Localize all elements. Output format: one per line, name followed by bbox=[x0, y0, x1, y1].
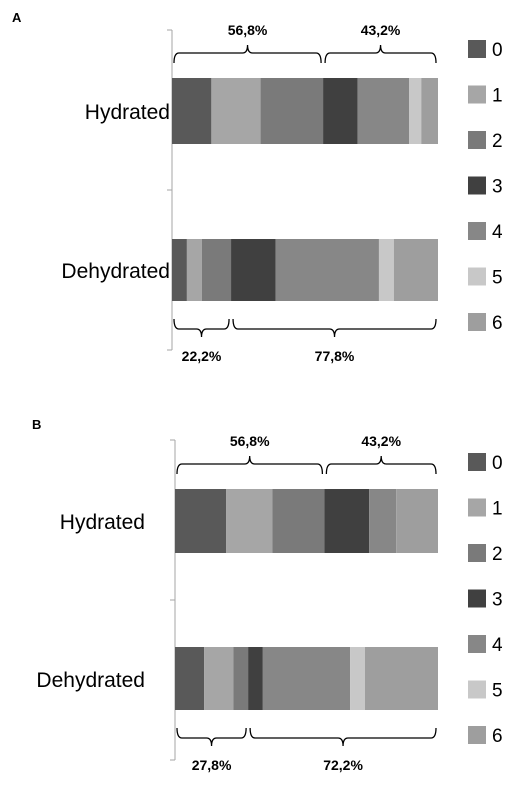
percent-annotation: 43,2% bbox=[361, 22, 401, 38]
legend-swatch bbox=[468, 40, 486, 58]
bar-segment-4 bbox=[262, 647, 351, 710]
legend-entry: 2 bbox=[492, 544, 503, 565]
legend-entry: 0 bbox=[492, 453, 503, 474]
legend-swatch bbox=[468, 313, 486, 331]
legend-swatch bbox=[468, 498, 486, 517]
legend-swatch bbox=[468, 589, 486, 608]
legend-swatch bbox=[468, 680, 486, 699]
legend-entry: 4 bbox=[492, 635, 503, 656]
legend-entry: 1 bbox=[492, 86, 503, 107]
legend-entry: 6 bbox=[492, 313, 503, 334]
legend-entry: 1 bbox=[492, 499, 503, 520]
bar-segment-5 bbox=[409, 78, 422, 144]
bar-segment-1 bbox=[226, 489, 273, 553]
brace bbox=[176, 727, 247, 747]
bar-segment-2 bbox=[233, 647, 249, 710]
percent-annotation: 72,2% bbox=[323, 757, 363, 773]
brace bbox=[232, 318, 437, 338]
brace bbox=[173, 318, 230, 338]
bar-segment-2 bbox=[260, 78, 324, 144]
bar-segment-0 bbox=[172, 78, 212, 144]
bar-segment-1 bbox=[204, 647, 234, 710]
legend-swatch bbox=[468, 131, 486, 149]
panel-b: B Hydrated Dehydrated 56,8% 43,2% 27,8% 72,2% 0… bbox=[32, 417, 503, 773]
bar-segment-6 bbox=[393, 239, 438, 301]
panel-label: B bbox=[32, 417, 41, 432]
brace bbox=[324, 44, 437, 64]
bar-segment-3 bbox=[323, 78, 358, 144]
legend-swatch bbox=[468, 85, 486, 104]
bar-segment-2 bbox=[272, 489, 325, 553]
bar-segment-0 bbox=[175, 647, 205, 710]
bar-segment-6 bbox=[364, 647, 438, 710]
legend-entry: 3 bbox=[492, 590, 503, 611]
percent-annotation: 56,8% bbox=[228, 22, 268, 38]
legend-entry: 0 bbox=[492, 40, 503, 61]
bar-segment-5 bbox=[378, 239, 394, 301]
legend-swatch bbox=[468, 726, 486, 744]
legend-entry: 2 bbox=[492, 131, 503, 152]
percent-annotation: 43,2% bbox=[361, 433, 401, 449]
bar-segment-0 bbox=[172, 239, 187, 301]
bar-segment-6 bbox=[396, 489, 438, 553]
bar-segment-4 bbox=[357, 78, 410, 144]
legend-entry: 3 bbox=[492, 177, 503, 198]
brace bbox=[176, 455, 324, 475]
bar-segment-3 bbox=[231, 239, 276, 301]
legend-swatch bbox=[468, 222, 486, 240]
legend-entry: 6 bbox=[492, 726, 503, 747]
bar-segment-4 bbox=[275, 239, 379, 301]
legend-swatch bbox=[468, 267, 486, 286]
legend-entry: 5 bbox=[492, 681, 503, 702]
brace bbox=[249, 727, 437, 747]
percent-annotation: 56,8% bbox=[230, 433, 270, 449]
category-label: Dehydrated bbox=[36, 669, 145, 692]
percent-annotation: 77,8% bbox=[315, 348, 355, 364]
bar-segment-4 bbox=[369, 489, 397, 553]
legend-entry: 5 bbox=[492, 268, 503, 289]
legend-swatch bbox=[468, 544, 486, 562]
bar-segment-3 bbox=[248, 647, 263, 710]
bar-segment-5 bbox=[350, 647, 365, 710]
category-label: Dehydrated bbox=[61, 260, 170, 283]
panel-label: A bbox=[12, 10, 22, 25]
legend-swatch bbox=[468, 176, 486, 195]
panel-a: A Hydrated Dehydrated 56,8% 43,2% 22,2% 77,8% 0… bbox=[12, 10, 503, 364]
brace bbox=[325, 455, 437, 475]
legend-swatch bbox=[468, 635, 486, 653]
bar-segment-3 bbox=[324, 489, 370, 553]
legend-entry: 4 bbox=[492, 222, 503, 243]
bar-segment-2 bbox=[201, 239, 232, 301]
bar-segment-1 bbox=[211, 78, 261, 144]
bar-segment-6 bbox=[421, 78, 438, 144]
percent-annotation: 22,2% bbox=[182, 348, 222, 364]
bar-segment-1 bbox=[186, 239, 202, 301]
category-label: Hydrated bbox=[60, 511, 145, 534]
percent-annotation: 27,8% bbox=[192, 757, 232, 773]
brace bbox=[173, 44, 322, 64]
category-label: Hydrated bbox=[85, 101, 170, 124]
bar-segment-0 bbox=[175, 489, 227, 553]
legend-swatch bbox=[468, 453, 486, 471]
